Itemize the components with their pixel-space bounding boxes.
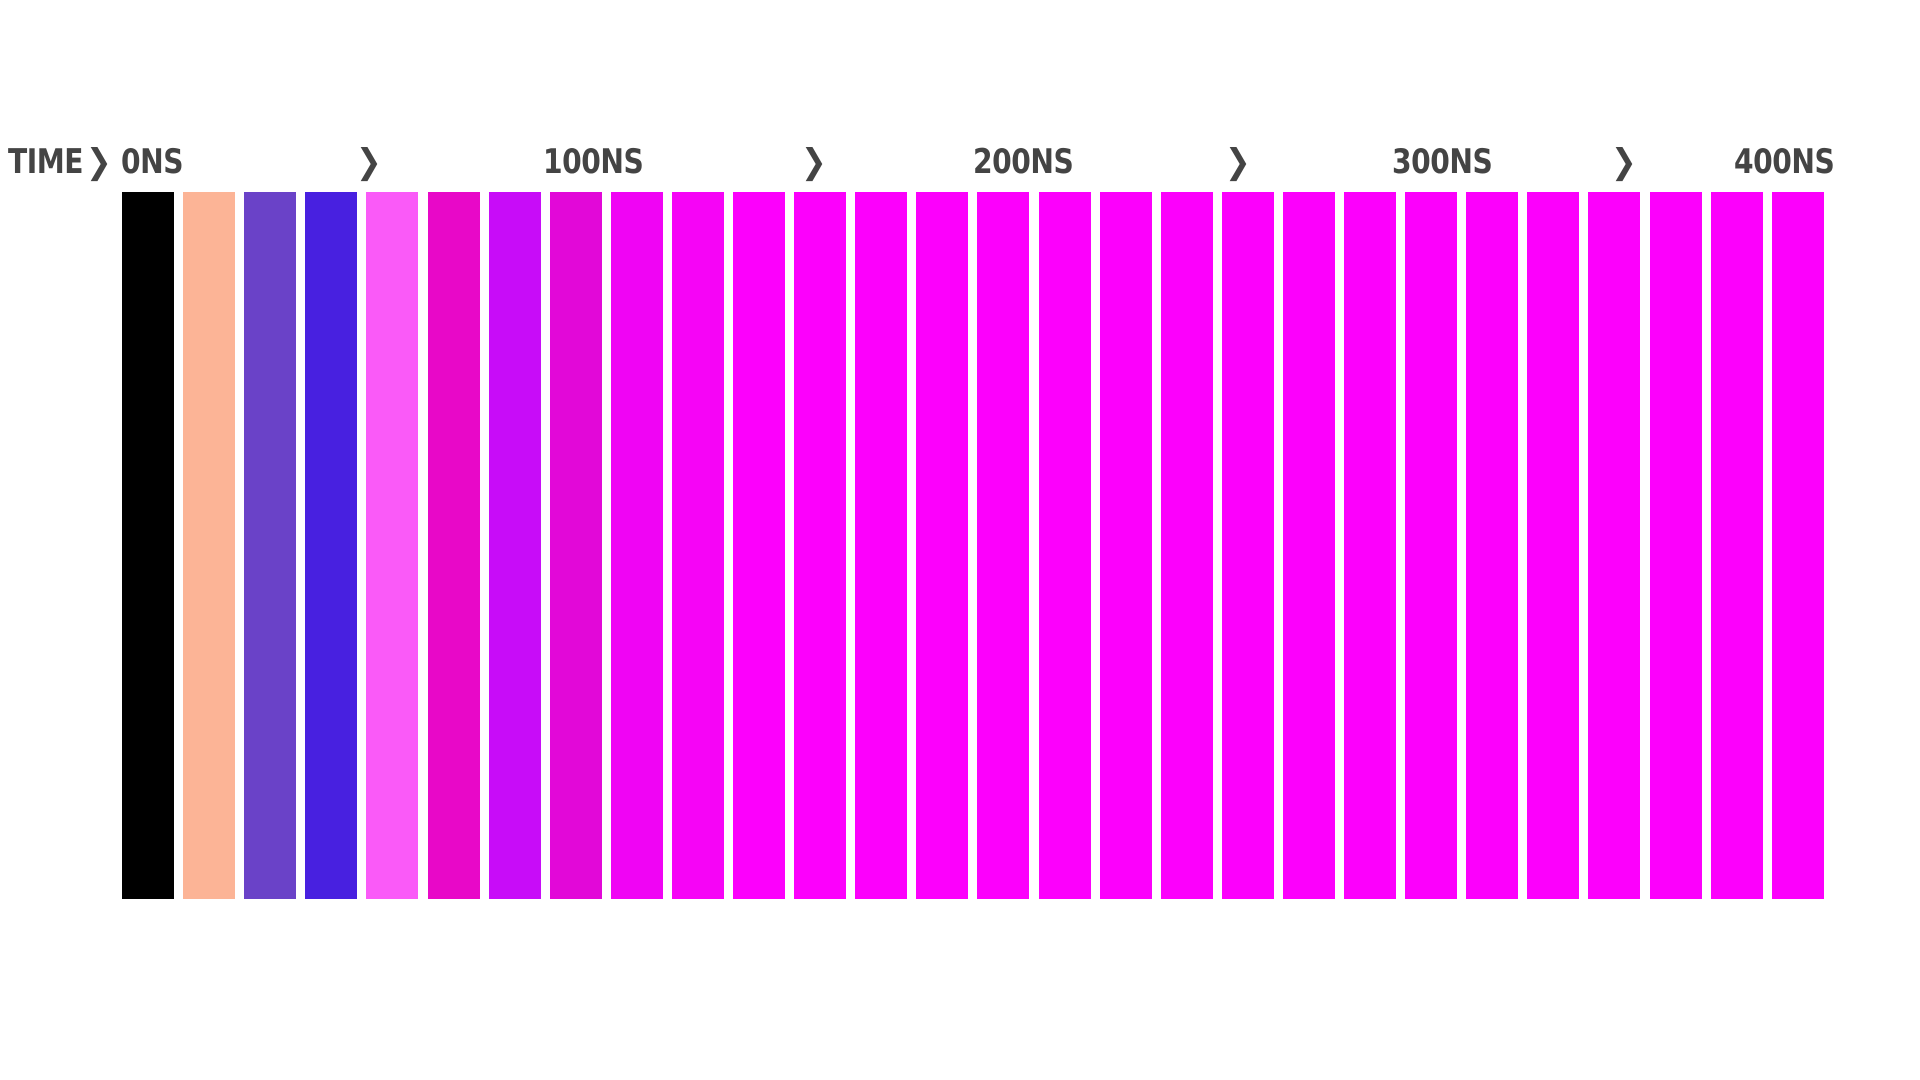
timeline-bar xyxy=(1039,192,1091,899)
timeline-bar xyxy=(1588,192,1640,899)
timeline-bar xyxy=(977,192,1029,899)
timeline-bar xyxy=(1161,192,1213,899)
chevron-right-icon: ❯ xyxy=(1225,142,1251,182)
chevron-right-icon: ❯ xyxy=(356,142,382,182)
timeline-bar xyxy=(1466,192,1518,899)
chevron-right-icon: ❯ xyxy=(86,142,112,182)
timeline-bar xyxy=(1650,192,1702,899)
axis-title: TIME xyxy=(8,142,84,182)
timeline-bar xyxy=(1222,192,1274,899)
timeline-bar xyxy=(1344,192,1396,899)
timeline-bar xyxy=(1772,192,1824,899)
timeline-bar xyxy=(122,192,174,899)
timeline-bar xyxy=(183,192,235,899)
timeline-bar xyxy=(366,192,418,899)
timeline-bars xyxy=(122,192,1827,899)
timeline-bar xyxy=(550,192,602,899)
timeline-bar xyxy=(1711,192,1763,899)
timeline-bar xyxy=(489,192,541,899)
chevron-right-icon: ❯ xyxy=(801,142,827,182)
timeline-bar xyxy=(428,192,480,899)
timeline-bar xyxy=(916,192,968,899)
timeline-bar xyxy=(1405,192,1457,899)
tick-label-0ns: 0NS xyxy=(121,142,184,182)
timeline-bar xyxy=(733,192,785,899)
timeline-bar xyxy=(855,192,907,899)
timeline-bar xyxy=(1527,192,1579,899)
timeline-bar xyxy=(794,192,846,899)
timeline-bar xyxy=(244,192,296,899)
tick-label-100ns: 100NS xyxy=(543,142,644,182)
tick-label-400ns: 400NS xyxy=(1734,142,1835,182)
tick-label-300ns: 300NS xyxy=(1392,142,1493,182)
timeline-bar xyxy=(1283,192,1335,899)
chevron-right-icon: ❯ xyxy=(1611,142,1637,182)
timeline-bar xyxy=(672,192,724,899)
timeline-bar xyxy=(611,192,663,899)
timeline-bar xyxy=(1100,192,1152,899)
tick-label-200ns: 200NS xyxy=(973,142,1074,182)
timeline-bar xyxy=(305,192,357,899)
